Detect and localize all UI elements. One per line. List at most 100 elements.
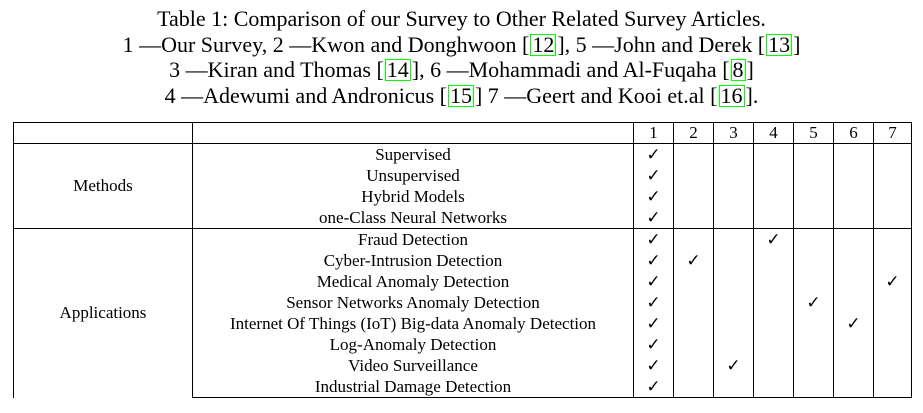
empty-cell	[713, 334, 754, 355]
table-row: Applications Fraud Detection ✓ ✓	[13, 228, 912, 398]
row-label: Cyber-Intrusion Detection	[192, 250, 634, 271]
check-mark-icon: ✓	[633, 250, 674, 271]
check-mark-icon: ✓	[753, 228, 794, 250]
table-caption: Table 1: Comparison of our Survey to Oth…	[0, 0, 923, 108]
empty-cell	[753, 376, 794, 398]
check-mark-icon: ✓	[793, 292, 834, 313]
check-mark-icon: ✓	[633, 143, 674, 165]
table-row: Industrial Damage Detection ✓	[14, 376, 912, 398]
row-label: Log-Anomaly Detection	[192, 334, 634, 355]
row-label: Medical Anomaly Detection	[192, 271, 634, 292]
empty-cell	[873, 355, 912, 376]
empty-cell	[833, 165, 874, 186]
empty-cell	[673, 313, 714, 334]
empty-cell	[713, 207, 754, 229]
column-header: 4	[753, 122, 794, 144]
empty-cell	[793, 186, 834, 207]
citation-link[interactable]: 15	[447, 82, 474, 108]
table-row: Sensor Networks Anomaly Detection ✓ ✓	[14, 292, 912, 313]
empty-cell	[793, 207, 834, 229]
citation-link[interactable]: 14	[384, 57, 411, 82]
empty-cell	[713, 186, 754, 207]
empty-cell	[833, 228, 874, 250]
check-mark-icon: ✓	[633, 228, 674, 250]
table-row: Unsupervised ✓	[14, 165, 912, 186]
empty-cell	[753, 250, 794, 271]
empty-cell	[873, 292, 912, 313]
check-mark-icon: ✓	[633, 355, 674, 376]
check-mark-icon: ✓	[873, 271, 912, 292]
column-header: 7	[873, 122, 912, 144]
column-header: 2	[673, 122, 714, 144]
check-mark-icon: ✓	[633, 186, 674, 207]
empty-cell	[873, 376, 912, 398]
empty-cell	[753, 292, 794, 313]
empty-cell	[873, 228, 912, 250]
empty-cell	[833, 355, 874, 376]
caption-text: 3 —Kiran and Thomas	[169, 57, 377, 82]
empty-cell	[713, 143, 754, 165]
empty-cell	[873, 334, 912, 355]
column-header: 3	[713, 122, 754, 144]
row-label: Industrial Damage Detection	[192, 376, 634, 398]
empty-cell	[873, 143, 912, 165]
empty-cell	[713, 250, 754, 271]
caption-text: , 6 —Mohammadi and Al-Fuqaha	[419, 57, 723, 82]
caption-legend-line-4: 4 —Adewumi and Andronicus [15] 7 —Geert …	[164, 82, 759, 108]
table-row: Hybrid Models ✓	[14, 186, 912, 207]
empty-cell	[793, 250, 834, 271]
empty-cell	[873, 165, 912, 186]
empty-cell	[713, 165, 754, 186]
empty-cell	[833, 250, 874, 271]
empty-cell	[793, 334, 834, 355]
check-mark-icon: ✓	[633, 207, 674, 229]
row-label: one-Class Neural Networks	[192, 207, 634, 229]
empty-cell	[833, 207, 874, 229]
empty-cell	[833, 186, 874, 207]
caption-text: 7 —Geert and Kooi et.al	[482, 82, 711, 108]
empty-cell	[673, 334, 714, 355]
comparison-table: 1 2 3 4 5 6 7 Methods Supervised ✓ Unsupervised ✓ Hy…	[13, 122, 912, 398]
empty-cell	[673, 376, 714, 398]
citation-link[interactable]: 8	[730, 57, 746, 82]
empty-cell	[673, 207, 714, 229]
caption-text: , 5 —John and Derek	[564, 31, 758, 57]
empty-cell	[713, 271, 754, 292]
row-label: Internet Of Things (IoT) Big-data Anomal…	[192, 313, 634, 334]
row-label: Supervised	[192, 143, 634, 165]
caption-legend-line-2: 1 —Our Survey, 2 —Kwon and Donghwoon [12…	[122, 31, 801, 57]
check-mark-icon: ✓	[633, 292, 674, 313]
check-mark-icon: ✓	[673, 250, 714, 271]
row-label: Unsupervised	[192, 165, 634, 186]
row-label: Sensor Networks Anomaly Detection	[192, 292, 634, 313]
empty-cell	[793, 376, 834, 398]
table-row: Log-Anomaly Detection ✓	[14, 334, 912, 355]
empty-cell	[793, 165, 834, 186]
check-mark-icon: ✓	[633, 271, 674, 292]
empty-cell	[833, 376, 874, 398]
empty-cell	[673, 292, 714, 313]
empty-cell	[753, 313, 794, 334]
empty-cell	[713, 292, 754, 313]
citation-link[interactable]: 13	[766, 31, 793, 57]
empty-cell	[833, 292, 874, 313]
citation-link[interactable]: 12	[530, 31, 557, 57]
empty-cell	[793, 271, 834, 292]
empty-cell	[673, 271, 714, 292]
empty-cell	[753, 143, 794, 165]
empty-cell	[833, 271, 874, 292]
empty-cell	[753, 207, 794, 229]
header-empty-cell	[13, 122, 193, 144]
empty-cell	[873, 186, 912, 207]
empty-cell	[753, 165, 794, 186]
citation-link[interactable]: 16	[718, 82, 745, 108]
empty-cell	[873, 250, 912, 271]
empty-cell	[753, 271, 794, 292]
row-label: Hybrid Models	[192, 186, 634, 207]
empty-cell	[873, 207, 912, 229]
empty-cell	[833, 143, 874, 165]
check-mark-icon: ✓	[833, 313, 874, 334]
row-label: Fraud Detection	[192, 228, 634, 250]
table-row: Methods Supervised ✓	[13, 143, 912, 229]
caption-text: .	[752, 82, 759, 108]
